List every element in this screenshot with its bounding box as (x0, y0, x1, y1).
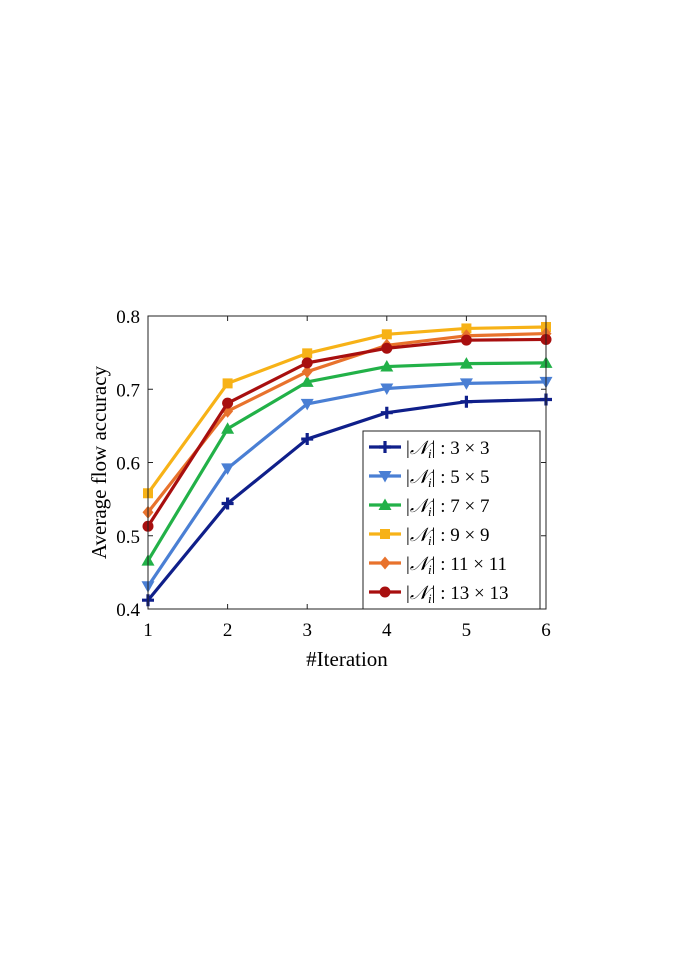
series-line (146, 380, 547, 588)
series-line (146, 337, 547, 528)
y-tick-label: 0.5 (116, 527, 140, 548)
x-tick-label: 1 (143, 620, 153, 641)
data-point (459, 378, 473, 390)
data-point (380, 406, 393, 419)
series-2 (141, 376, 553, 593)
data-point (221, 463, 235, 475)
legend-label: |𝒩i| : 3 × 3 (406, 438, 489, 461)
data-point (301, 365, 313, 379)
legend-label: |𝒩i| : 5 × 5 (406, 467, 489, 490)
legend-entry: |𝒩i| : 13 × 13 (369, 583, 508, 606)
data-point (221, 497, 234, 510)
legend-marker (378, 471, 392, 483)
series-line (146, 331, 547, 514)
legend-marker (378, 498, 392, 510)
data-point (381, 342, 393, 354)
y-tick-label: 0.7 (116, 380, 140, 401)
legend-box (362, 430, 541, 610)
legend-marker (379, 586, 391, 598)
data-point (461, 323, 472, 334)
legend: |𝒩i| : 3 × 3 |𝒩i| : 5 × 5 |𝒩i| : 7 × 7 |𝒩i|… (362, 430, 541, 610)
y-tick-label: 0.8 (116, 307, 140, 328)
x-tick-label: 2 (223, 620, 233, 641)
x-tick-label: 6 (541, 620, 551, 641)
data-point (302, 348, 313, 359)
x-tick-label: 5 (462, 620, 472, 641)
legend-entry: |𝒩i| : 11 × 11 (369, 554, 507, 577)
data-point (222, 397, 234, 409)
legend-entry: |𝒩i| : 3 × 3 (369, 438, 489, 461)
legend-marker (380, 529, 390, 539)
series-line (146, 361, 547, 562)
legend-label: |𝒩i| : 13 × 13 (406, 583, 508, 606)
legend-entry: |𝒩i| : 9 × 9 (369, 525, 489, 548)
y-tick-label: 0.4 (116, 600, 140, 621)
data-point (380, 360, 394, 372)
series-line (146, 325, 547, 495)
y-tick-label: 0.6 (116, 454, 140, 475)
x-axis-label: #Iteration (306, 647, 388, 671)
data-point (221, 422, 235, 434)
legend-entry: |𝒩i| : 5 × 5 (369, 467, 489, 490)
legend-marker (379, 441, 391, 453)
data-point (301, 357, 313, 369)
y-axis-label: Average flow accuracy (87, 365, 111, 559)
series-line (146, 397, 547, 602)
legend-label: |𝒩i| : 11 × 11 (406, 554, 507, 577)
data-point (381, 329, 392, 340)
data-point (300, 375, 314, 387)
legend-marker (379, 556, 391, 570)
data-point (460, 395, 473, 408)
x-tick-label: 3 (302, 620, 312, 641)
legend-entry: |𝒩i| : 7 × 7 (369, 496, 489, 519)
axes: 1 2 3 4 5 6 0.4 0.5 0.6 0.7 0.8 (116, 307, 551, 641)
data-point (380, 383, 394, 396)
data-point (300, 398, 314, 411)
legend-label: |𝒩i| : 7 × 7 (406, 496, 489, 519)
legend-label: |𝒩i| : 9 × 9 (406, 525, 489, 548)
data-point (460, 334, 472, 346)
data-point (222, 378, 233, 389)
data-point (459, 357, 473, 369)
x-tick-label: 4 (382, 620, 392, 641)
data-point (301, 433, 314, 446)
